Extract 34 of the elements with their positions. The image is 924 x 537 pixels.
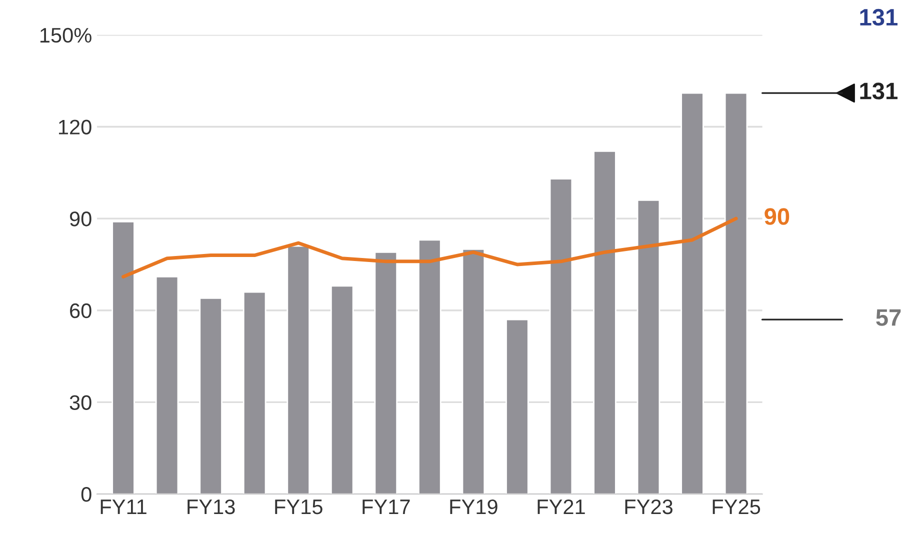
ref-line-label: 57 [876, 309, 901, 326]
y-tick-label: 30 [70, 395, 92, 410]
y-tick-label: 90 [70, 212, 92, 226]
x-tick-label: FY15 [275, 500, 322, 514]
x-tick-label: FY17 [362, 500, 410, 514]
x-tick-label: FY13 [188, 499, 235, 514]
bar [286, 245, 310, 494]
y-tick-label: 60 [70, 303, 92, 318]
bar [593, 150, 616, 494]
bar [199, 297, 222, 494]
bar [330, 285, 354, 494]
ref-line-label: 131 [860, 82, 898, 100]
data-label: 90 [764, 208, 790, 225]
bar [374, 252, 398, 494]
y-tick-label: 0 [81, 487, 92, 502]
bar [680, 92, 704, 494]
x-tick-label: FY21 [538, 499, 585, 514]
bar [724, 92, 748, 494]
y-tick-label: 120 [58, 120, 92, 134]
bar [418, 239, 442, 494]
bar [506, 318, 529, 494]
bar [112, 220, 135, 494]
x-tick-label: FY23 [625, 499, 672, 514]
text: 131 [860, 8, 898, 26]
bar [155, 276, 179, 494]
line-series [122, 216, 738, 278]
bar [462, 248, 486, 494]
bar [636, 200, 660, 494]
x-tick-label: FY11 [100, 500, 146, 514]
bar [242, 291, 266, 494]
bar [549, 178, 573, 494]
y-tick-label: 150% [40, 28, 92, 43]
x-tick-label: FY19 [450, 499, 498, 514]
x-tick-label: FY25 [712, 499, 760, 514]
